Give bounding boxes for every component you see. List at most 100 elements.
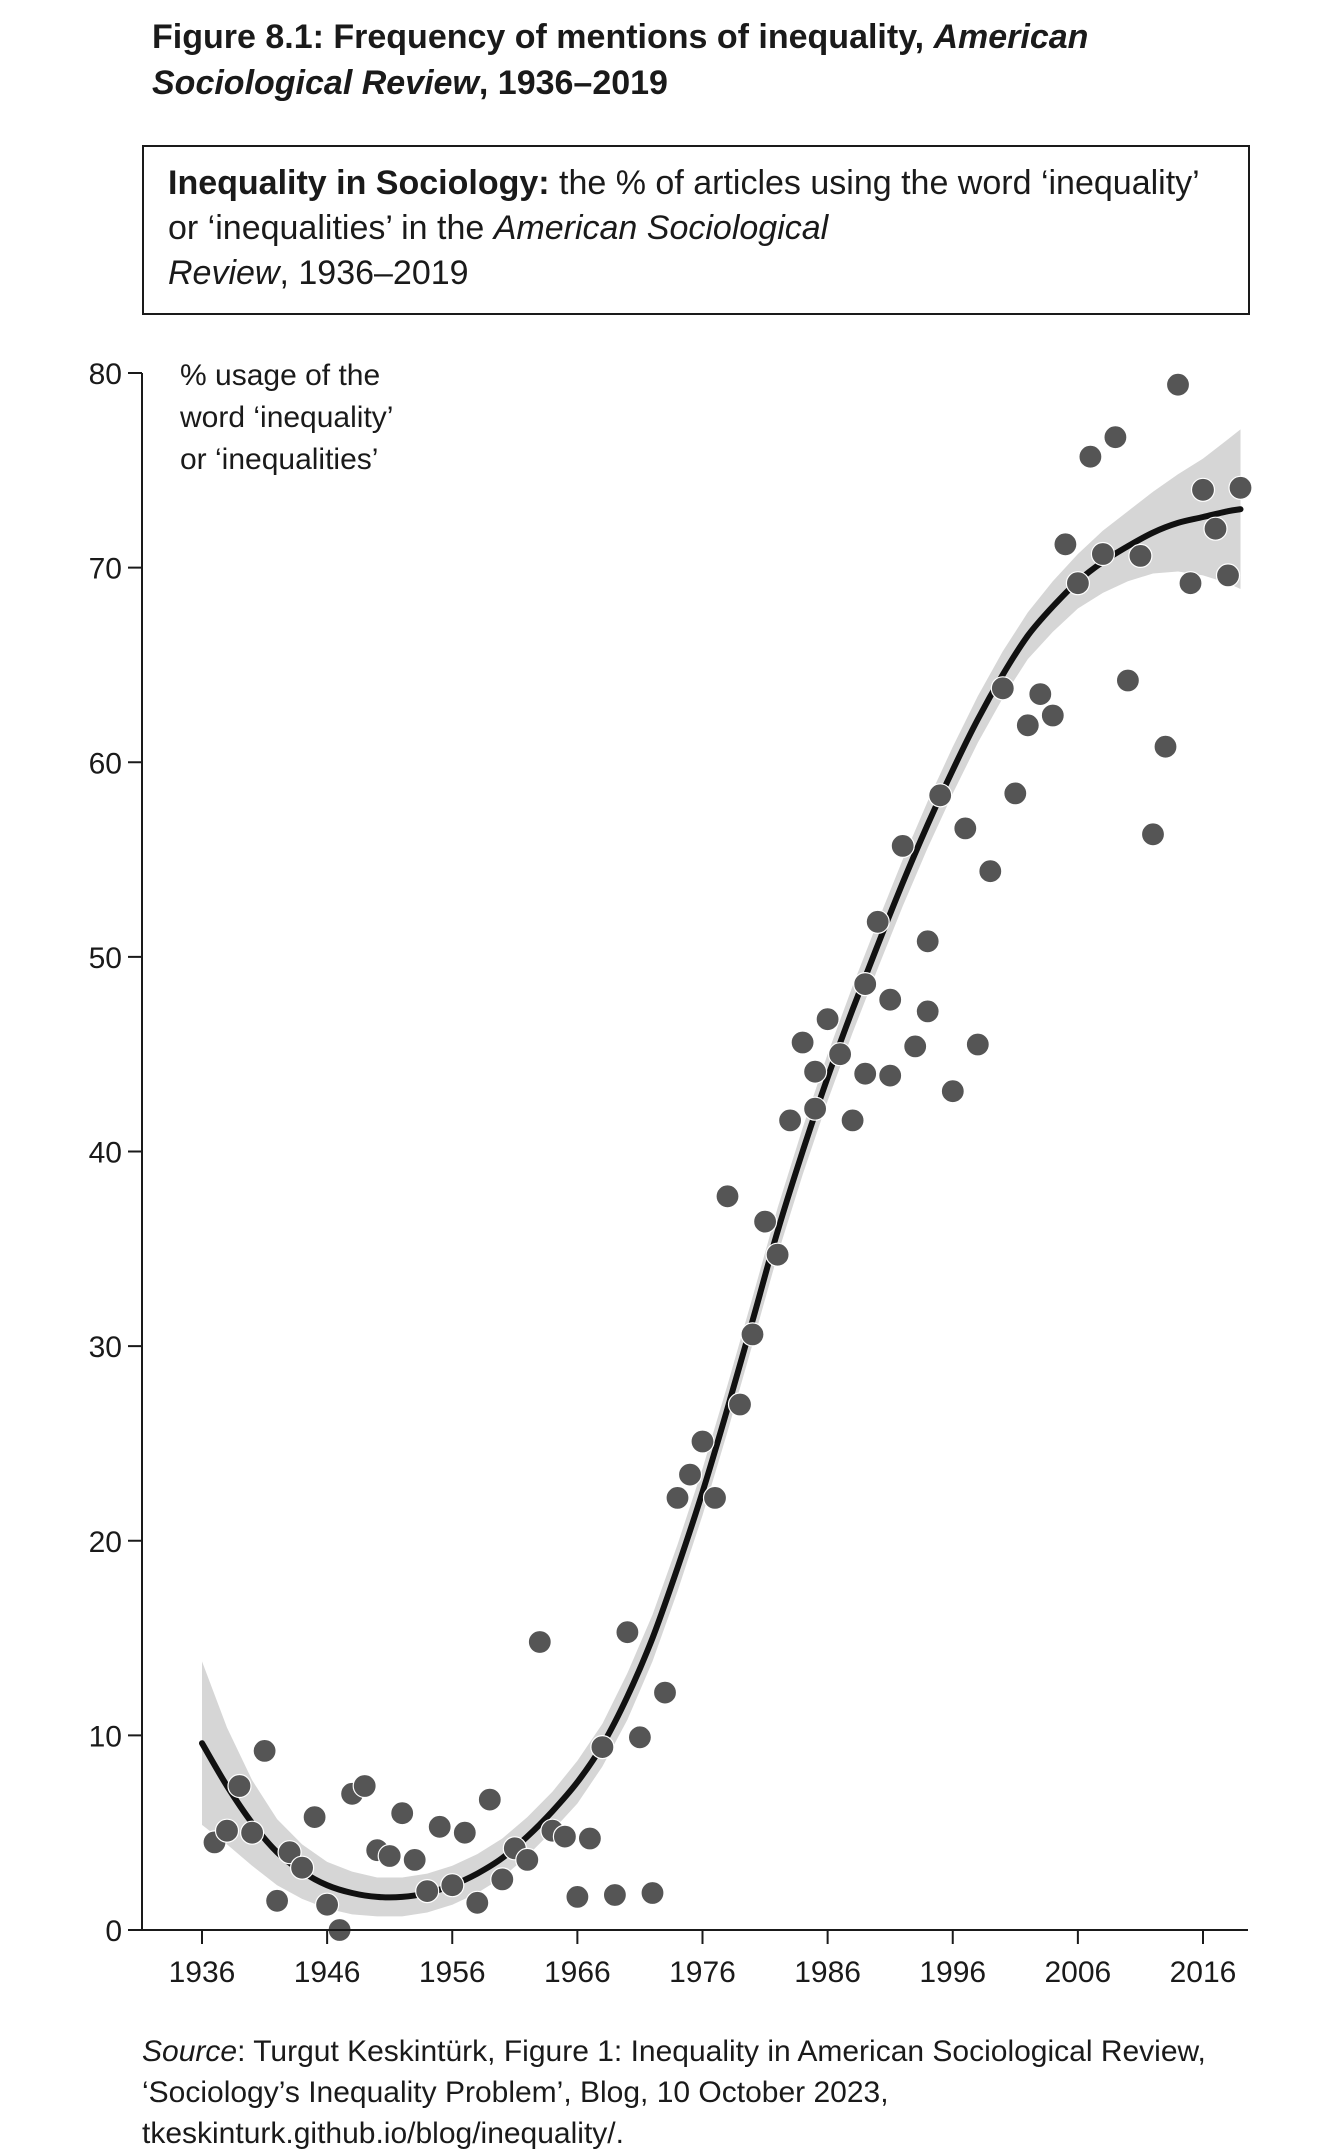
data-point — [665, 1485, 690, 1511]
caption-journal-part1: American Sociological — [493, 209, 829, 247]
caption-journal-part2: Review — [168, 254, 280, 292]
data-point — [802, 1096, 828, 1121]
data-point — [1015, 713, 1040, 738]
confidence-band-layer — [202, 429, 1241, 1917]
data-point — [615, 1620, 640, 1645]
data-point — [552, 1824, 578, 1849]
figure-title-main: Figure 8.1: Frequency of mentions of ine… — [152, 18, 934, 56]
data-point — [878, 1063, 903, 1088]
data-point — [978, 859, 1003, 884]
data-point — [265, 1888, 290, 1913]
y-tick-label: 30 — [89, 1331, 122, 1364]
data-point — [853, 1061, 878, 1086]
data-point — [802, 1059, 828, 1084]
x-tick-label: 1986 — [794, 1956, 861, 1989]
source-label: Source — [142, 2035, 238, 2068]
x-tick-label: 1976 — [669, 1956, 736, 1989]
data-point — [1028, 681, 1053, 707]
data-point — [840, 1108, 865, 1133]
x-tick-label: 1946 — [294, 1956, 361, 1989]
data-point — [1128, 543, 1153, 569]
data-point — [302, 1804, 327, 1830]
y-tick-label: 0 — [105, 1915, 122, 1948]
data-point — [465, 1890, 490, 1915]
data-point — [627, 1725, 653, 1750]
data-point — [915, 999, 940, 1024]
data-point — [928, 783, 953, 808]
data-point — [377, 1843, 402, 1869]
data-point — [1153, 734, 1178, 759]
data-point — [878, 987, 903, 1012]
data-point — [1190, 477, 1216, 502]
data-point — [1215, 563, 1241, 588]
data-point — [752, 1209, 778, 1234]
data-point — [565, 1884, 590, 1910]
data-point — [602, 1882, 628, 1908]
data-point — [590, 1734, 615, 1760]
data-point — [452, 1820, 477, 1845]
data-point — [1103, 425, 1128, 450]
data-point — [1040, 703, 1065, 728]
chart-caption-box: Inequality in Sociology: the % of articl… — [142, 145, 1250, 315]
y-tick-label: 40 — [89, 1137, 122, 1170]
y-axis-label-line: or ‘inequalities’ — [180, 443, 378, 476]
data-point — [677, 1462, 703, 1487]
y-axis-label-line: word ‘inequality’ — [179, 401, 393, 434]
y-axis-label: % usage of the word ‘inequality’ or ‘inequ… — [179, 359, 393, 476]
data-point — [1165, 372, 1191, 397]
data-point — [1228, 475, 1253, 500]
x-tick-label: 1956 — [419, 1956, 486, 1989]
data-point — [415, 1878, 440, 1904]
data-point — [515, 1847, 540, 1873]
data-point — [402, 1847, 427, 1873]
data-point — [915, 929, 940, 954]
x-tick-label: 2006 — [1045, 1956, 1112, 1989]
x-tick-label: 1966 — [544, 1956, 611, 1989]
y-tick-label: 50 — [89, 942, 122, 975]
data-point — [790, 1030, 815, 1055]
data-point — [227, 1773, 252, 1799]
data-point — [477, 1787, 502, 1812]
confidence-band — [202, 429, 1241, 1917]
data-point — [527, 1629, 552, 1655]
data-point — [690, 1429, 715, 1454]
data-point — [1003, 781, 1028, 806]
data-point — [715, 1184, 740, 1209]
data-point — [740, 1322, 765, 1347]
data-point — [903, 1034, 928, 1059]
data-point — [990, 676, 1015, 701]
data-point — [1178, 571, 1203, 596]
data-point — [1078, 444, 1103, 469]
data-point — [853, 971, 878, 997]
axes-layer: 0 10 20 30 40 50 60 70 80 1936 1946 1956 1966 1976 198… — [89, 358, 1248, 1989]
data-point — [1090, 541, 1116, 567]
y-tick-label: 60 — [89, 747, 122, 780]
caption-years: , 1936–2019 — [279, 254, 469, 292]
data-point — [765, 1242, 790, 1267]
caption-heading: Inequality in Sociology: — [168, 164, 550, 202]
y-tick-label: 10 — [89, 1720, 122, 1753]
data-point — [815, 1007, 840, 1032]
x-tick-label: 1996 — [919, 1956, 986, 1989]
data-point — [953, 816, 978, 841]
caption-text: the % of articles using the word ‘inequa… — [168, 164, 1199, 247]
data-point — [652, 1680, 678, 1705]
data-point — [640, 1880, 665, 1906]
data-point — [490, 1867, 515, 1892]
data-point — [214, 1818, 240, 1843]
scatter-chart: 0 10 20 30 40 50 60 70 80 1936 1946 1956 1966 1976 198… — [89, 358, 1253, 1989]
figure-title: Figure 8.1: Frequency of mentions of ine… — [152, 14, 1272, 106]
source-note: Source: Turgut Keskintürk, Figure 1: Ine… — [142, 2031, 1292, 2154]
data-point — [1065, 571, 1091, 596]
y-tick-label: 20 — [89, 1526, 122, 1559]
data-point — [702, 1485, 728, 1511]
data-point — [1053, 532, 1078, 557]
data-point — [352, 1773, 377, 1799]
figure-title-years: , 1936–2019 — [478, 64, 668, 102]
x-tick-label: 2016 — [1170, 1956, 1237, 1989]
data-point — [827, 1042, 853, 1067]
data-point — [440, 1873, 465, 1898]
data-point — [390, 1801, 415, 1826]
data-point — [252, 1738, 277, 1764]
y-tick-label: 70 — [89, 553, 122, 586]
